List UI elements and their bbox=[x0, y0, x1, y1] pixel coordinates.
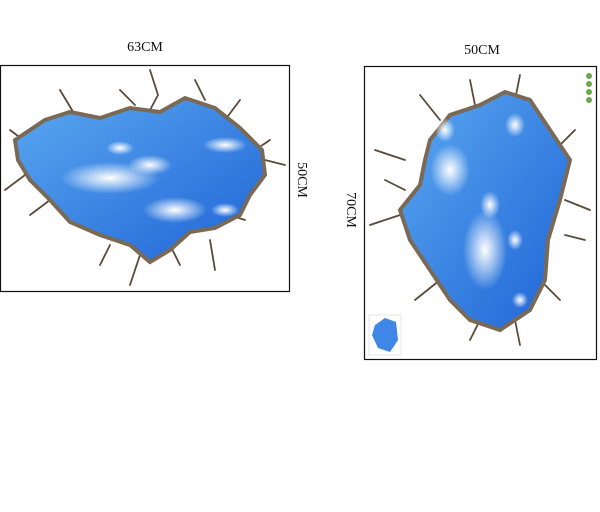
width-label: 63CM bbox=[127, 40, 163, 55]
sticker-portrait: 50CM 70CM bbox=[343, 43, 598, 361]
height-label: 50CM bbox=[294, 162, 309, 198]
width-label: 50CM bbox=[464, 43, 500, 58]
sticker-landscape: 63CM 50CM bbox=[0, 40, 309, 293]
height-label: 70CM bbox=[343, 192, 358, 228]
